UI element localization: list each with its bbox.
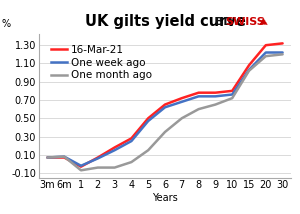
Text: BD: BD — [214, 18, 232, 27]
Text: %: % — [2, 18, 11, 28]
Text: ▶: ▶ — [259, 16, 270, 29]
Legend: 16-Mar-21, One week ago, One month ago: 16-Mar-21, One week ago, One month ago — [47, 41, 156, 85]
Title: UK gilts yield curve: UK gilts yield curve — [85, 14, 245, 29]
Text: SWISS: SWISS — [226, 18, 266, 27]
X-axis label: Years: Years — [152, 193, 178, 203]
